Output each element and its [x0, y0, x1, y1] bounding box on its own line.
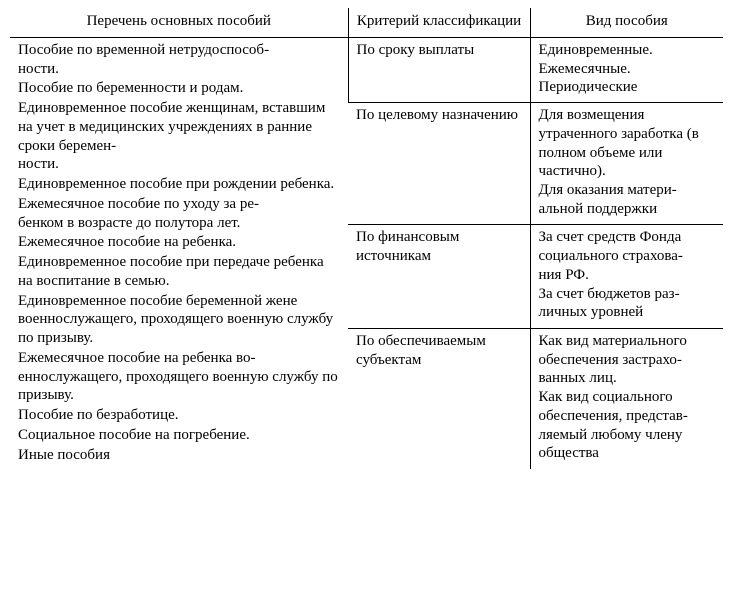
type-cell: Как вид материального обеспечения застра…: [530, 328, 723, 469]
type-cell: За счет средств Фонда социального страхо…: [530, 225, 723, 328]
col-header-list: Перечень основных пособий: [10, 8, 348, 37]
col-header-type: Вид пособия: [530, 8, 723, 37]
benefit-item: Пособие по временной нетрудоспособ-ности…: [18, 41, 340, 79]
type-cell: Единовременные.Ежемесячные.Периодические: [530, 37, 723, 102]
type-cell: Для возмещения утраченного заработка (в …: [530, 103, 723, 225]
benefits-list-cell: Пособие по временной нетрудоспособ-ности…: [10, 37, 348, 469]
benefit-item: Пособие по беременности и родам.: [18, 79, 340, 98]
criterion-cell: По финансовым источникам: [348, 225, 530, 328]
benefit-item: Единовременное пособие при рождении ребе…: [18, 175, 340, 194]
benefit-item: Пособие по безработице.: [18, 406, 340, 425]
table-header-row: Перечень основных пособий Критерий класс…: [10, 8, 723, 37]
benefit-item: Единовременное пособие беременной жене в…: [18, 292, 340, 348]
benefit-item: Единовременное пособие при передаче ребе…: [18, 253, 340, 291]
table-row: Пособие по временной нетрудоспособ-ности…: [10, 37, 723, 102]
benefit-item: Иные пособия: [18, 446, 340, 465]
benefit-item: Ежемесячное пособие по уходу за ре-бенко…: [18, 195, 340, 233]
benefits-classification-table-page: { "table": { "columns": [ "Перечень осно…: [0, 0, 733, 595]
benefit-item: Единовременное пособие женщинам, вставши…: [18, 99, 340, 174]
benefits-table: Перечень основных пособий Критерий класс…: [10, 8, 723, 469]
benefit-item: Социальное пособие на погребение.: [18, 426, 340, 445]
criterion-cell: По обеспечиваемым субъектам: [348, 328, 530, 469]
col-header-criterion: Критерий классификации: [348, 8, 530, 37]
criterion-cell: По сроку выплаты: [348, 37, 530, 102]
benefit-item: Ежемесячное пособие на ребенка.: [18, 233, 340, 252]
benefit-item: Ежемесячное пособие на ребенка во-енносл…: [18, 349, 340, 405]
criterion-cell: По целевому назначению: [348, 103, 530, 225]
